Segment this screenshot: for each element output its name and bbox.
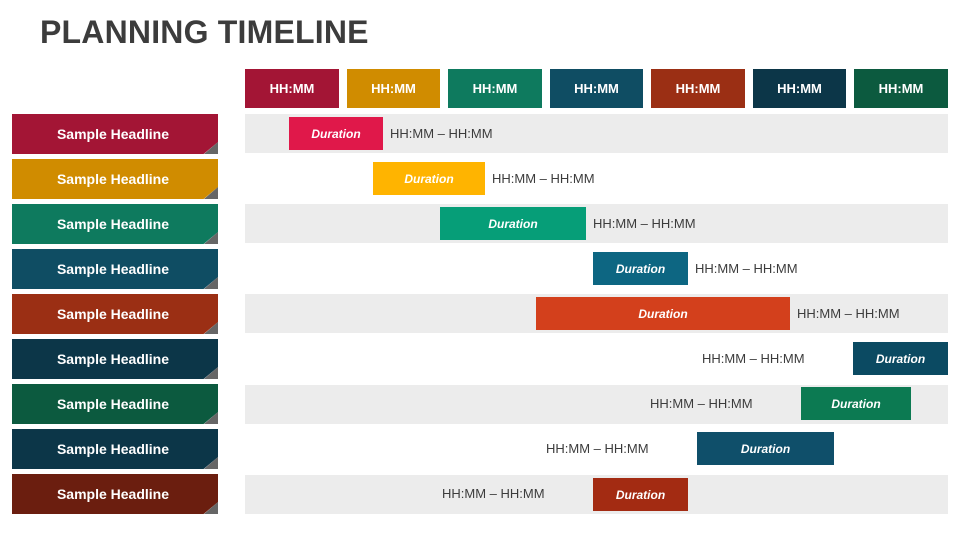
- duration-bar-5: Duration: [536, 297, 790, 330]
- time-header-2: HH:MM: [347, 69, 440, 108]
- row-headline-6: Sample Headline: [12, 339, 218, 379]
- time-range-9: HH:MM – HH:MM: [442, 486, 545, 501]
- time-header-6: HH:MM: [753, 69, 846, 108]
- row-track: [245, 204, 948, 243]
- row-headline-3: Sample Headline: [12, 204, 218, 244]
- row-headline-4: Sample Headline: [12, 249, 218, 289]
- duration-bar-6: Duration: [853, 342, 948, 375]
- time-range-5: HH:MM – HH:MM: [797, 306, 900, 321]
- time-range-8: HH:MM – HH:MM: [546, 441, 649, 456]
- time-range-2: HH:MM – HH:MM: [492, 171, 595, 186]
- time-header-5: HH:MM: [651, 69, 745, 108]
- row-headline-5: Sample Headline: [12, 294, 218, 334]
- duration-bar-7: Duration: [801, 387, 911, 420]
- time-header-7: HH:MM: [854, 69, 948, 108]
- row-headline-1: Sample Headline: [12, 114, 218, 154]
- row-headline-2: Sample Headline: [12, 159, 218, 199]
- time-header-1: HH:MM: [245, 69, 339, 108]
- time-range-3: HH:MM – HH:MM: [593, 216, 696, 231]
- time-header-3: HH:MM: [448, 69, 542, 108]
- duration-bar-9: Duration: [593, 478, 688, 511]
- duration-bar-8: Duration: [697, 432, 834, 465]
- time-range-7: HH:MM – HH:MM: [650, 396, 753, 411]
- time-header-4: HH:MM: [550, 69, 643, 108]
- duration-bar-1: Duration: [289, 117, 383, 150]
- time-range-6: HH:MM – HH:MM: [702, 351, 805, 366]
- duration-bar-4: Duration: [593, 252, 688, 285]
- time-range-4: HH:MM – HH:MM: [695, 261, 798, 276]
- row-headline-7: Sample Headline: [12, 384, 218, 424]
- duration-bar-3: Duration: [440, 207, 586, 240]
- duration-bar-2: Duration: [373, 162, 485, 195]
- time-range-1: HH:MM – HH:MM: [390, 126, 493, 141]
- page-title: PLANNING TIMELINE: [40, 14, 369, 50]
- row-headline-8: Sample Headline: [12, 429, 218, 469]
- row-headline-9: Sample Headline: [12, 474, 218, 514]
